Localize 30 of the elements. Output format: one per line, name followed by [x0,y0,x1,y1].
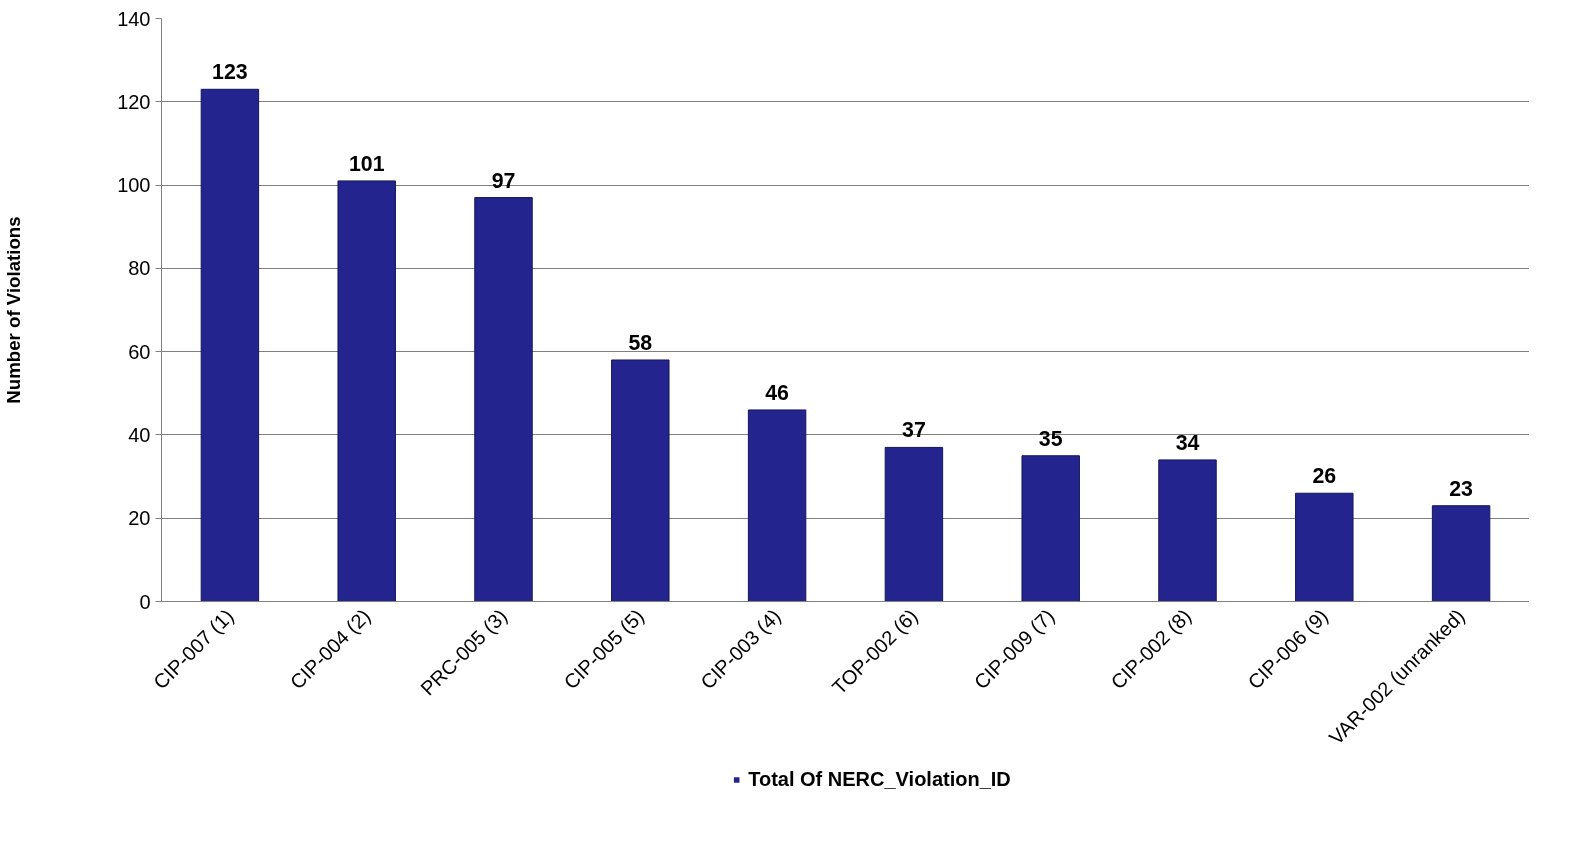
bar [1295,492,1354,602]
data-label: 58 [628,330,653,355]
bar [337,180,396,602]
bar [1431,505,1491,602]
data-label: 123 [212,60,248,85]
y-tick-label: 0 [139,590,151,613]
y-tick-label: 60 [128,340,151,363]
data-label: 35 [1038,426,1063,451]
data-label: 26 [1312,464,1337,489]
bar [611,359,670,602]
y-tick-label: 120 [117,90,151,113]
y-tick-label: 80 [128,257,151,280]
bar [884,446,944,602]
y-tick-label: 40 [128,423,151,446]
data-label: 101 [348,151,385,176]
data-label: 23 [1449,476,1474,501]
bar [1158,459,1217,602]
y-tick-label: 140 [117,7,151,30]
y-axis-title: Number of Violations [3,216,25,404]
bar [747,409,807,602]
bar [474,197,533,602]
data-label: 37 [902,418,926,443]
y-tick-label: 100 [117,174,151,197]
bar [200,88,260,602]
y-tick-label: 20 [128,507,151,530]
data-label: 34 [1175,430,1200,455]
data-label: 97 [491,168,516,193]
legend-label: Total Of NERC_Violation_ID [748,767,1011,791]
data-label: 46 [765,380,790,405]
bar [1021,455,1080,602]
